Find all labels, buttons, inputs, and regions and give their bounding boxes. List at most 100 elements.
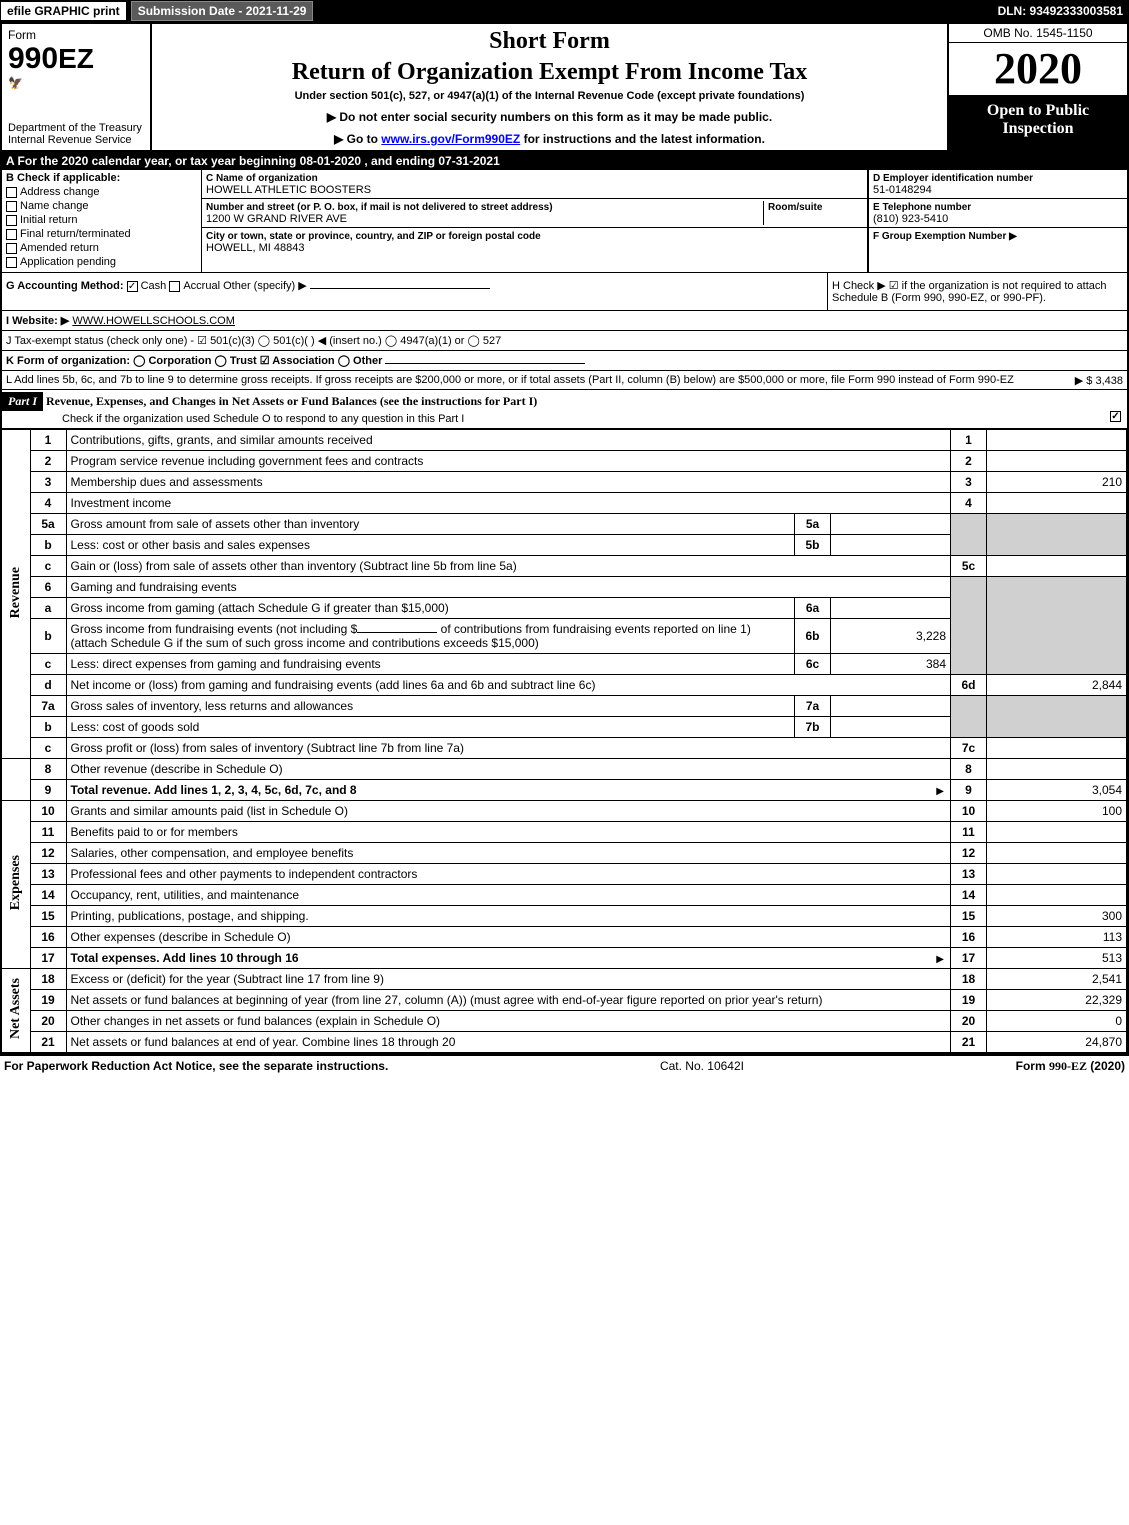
ein-label: D Employer identification number: [873, 173, 1033, 184]
check-cash[interactable]: ✓: [127, 281, 138, 292]
line-18-desc: Excess or (deficit) for the year (Subtra…: [66, 969, 951, 990]
line-4-desc: Investment income: [66, 493, 951, 514]
other-specify-input[interactable]: [310, 288, 490, 289]
line-7b-subvalue: [831, 717, 951, 738]
check-final-return[interactable]: Final return/terminated: [6, 228, 197, 240]
line-2-value: [987, 451, 1127, 472]
expenses-side-label: Expenses: [2, 801, 30, 969]
line-6a-desc: Gross income from gaming (attach Schedul…: [66, 598, 795, 619]
line-9-desc: Total revenue. Add lines 1, 2, 3, 4, 5c,…: [66, 780, 951, 801]
part-1-header: Part I Revenue, Expenses, and Changes in…: [2, 390, 1127, 429]
arrow-icon: [934, 783, 946, 797]
netassets-side-label: Net Assets: [2, 969, 30, 1053]
check-accrual[interactable]: [169, 281, 180, 292]
top-bar: efile GRAPHIC print Submission Date - 20…: [0, 0, 1129, 22]
paperwork-notice: For Paperwork Reduction Act Notice, see …: [4, 1059, 388, 1074]
dln-label: DLN: 93492333003581: [998, 4, 1129, 18]
line-4-value: [987, 493, 1127, 514]
line-16-value: 113: [987, 927, 1127, 948]
omb-number: OMB No. 1545-1150: [949, 24, 1127, 43]
other-org-input[interactable]: [385, 363, 585, 364]
line-6b-desc: Gross income from fundraising events (no…: [66, 619, 795, 654]
header-right: OMB No. 1545-1150 2020 Open to Public In…: [947, 24, 1127, 150]
check-application-pending[interactable]: Application pending: [6, 256, 197, 268]
line-20-desc: Other changes in net assets or fund bala…: [66, 1011, 951, 1032]
line-3-desc: Membership dues and assessments: [66, 472, 951, 493]
line-12-value: [987, 843, 1127, 864]
form-header: Form 990EZ 🦅 Department of the Treasury …: [2, 24, 1127, 152]
line-5b-desc: Less: cost or other basis and sales expe…: [66, 535, 795, 556]
line-6-desc: Gaming and fundraising events: [66, 577, 951, 598]
line-14-desc: Occupancy, rent, utilities, and maintena…: [66, 885, 951, 906]
section-b-header: B Check if applicable:: [6, 172, 197, 184]
check-amended-return[interactable]: Amended return: [6, 242, 197, 254]
line-15-desc: Printing, publications, postage, and shi…: [66, 906, 951, 927]
line-7b-desc: Less: cost of goods sold: [66, 717, 795, 738]
line-8-value: [987, 759, 1127, 780]
check-initial-return[interactable]: Initial return: [6, 214, 197, 226]
cat-number: Cat. No. 10642I: [660, 1059, 744, 1074]
phone-value: (810) 923-5410: [873, 213, 948, 225]
section-l: L Add lines 5b, 6c, and 7b to line 9 to …: [2, 371, 1127, 390]
line-5a-desc: Gross amount from sale of assets other t…: [66, 514, 795, 535]
header-center: Short Form Return of Organization Exempt…: [152, 24, 947, 150]
section-k: K Form of organization: ◯ Corporation ◯ …: [2, 351, 1127, 371]
submission-date-button[interactable]: Submission Date - 2021-11-29: [131, 1, 314, 21]
part-1-label: Part I: [2, 392, 43, 411]
street-value: 1200 W GRAND RIVER AVE: [206, 213, 347, 225]
line-21-desc: Net assets or fund balances at end of ye…: [66, 1032, 951, 1053]
form-title: Return of Organization Exempt From Incom…: [160, 59, 939, 86]
line-1-value: [987, 430, 1127, 451]
section-h: H Check ▶ ☑ if the organization is not r…: [827, 273, 1127, 310]
schedule-o-checkbox[interactable]: ✓: [1110, 411, 1121, 422]
org-name-label: C Name of organization: [206, 173, 318, 184]
line-11-desc: Benefits paid to or for members: [66, 822, 951, 843]
line-13-desc: Professional fees and other payments to …: [66, 864, 951, 885]
line-12-desc: Salaries, other compensation, and employ…: [66, 843, 951, 864]
line-19-value: 22,329: [987, 990, 1127, 1011]
org-name: HOWELL ATHLETIC BOOSTERS: [206, 184, 371, 196]
line-5a-subvalue: [831, 514, 951, 535]
gross-receipts-value: ▶ $ 3,438: [1075, 374, 1123, 387]
efile-button[interactable]: efile GRAPHIC print: [0, 1, 127, 21]
public-inspection: Open to Public Inspection: [949, 96, 1127, 150]
line-7c-desc: Gross profit or (loss) from sales of inv…: [66, 738, 951, 759]
section-gh: G Accounting Method: ✓Cash Accrual Other…: [2, 273, 1127, 311]
line-6a-subvalue: [831, 598, 951, 619]
section-i: I Website: ▶ WWW.HOWELLSCHOOLS.COM: [2, 311, 1127, 331]
line-10-desc: Grants and similar amounts paid (list in…: [66, 801, 951, 822]
line-20-value: 0: [987, 1011, 1127, 1032]
arrow-icon: [934, 951, 946, 965]
line-5c-desc: Gain or (loss) from sale of assets other…: [66, 556, 951, 577]
irs-eagle-icon: 🦅: [8, 76, 23, 90]
part-1-table: Revenue 1 Contributions, gifts, grants, …: [2, 429, 1127, 1053]
check-name-change[interactable]: Name change: [6, 200, 197, 212]
section-def: D Employer identification number 51-0148…: [867, 170, 1127, 272]
street-label: Number and street (or P. O. box, if mail…: [206, 202, 553, 213]
line-17-value: 513: [987, 948, 1127, 969]
check-address-change[interactable]: Address change: [6, 186, 197, 198]
line-6b-contrib-input[interactable]: [357, 632, 437, 633]
line-21-value: 24,870: [987, 1032, 1127, 1053]
line-9-value: 3,054: [987, 780, 1127, 801]
city-label: City or town, state or province, country…: [206, 231, 541, 242]
form-subtitle: Under section 501(c), 527, or 4947(a)(1)…: [160, 90, 939, 102]
irs-link[interactable]: www.irs.gov/Form990EZ: [381, 132, 520, 146]
line-6b-subvalue: 3,228: [831, 619, 951, 654]
city-value: HOWELL, MI 48843: [206, 242, 304, 254]
goto-line: ▶ Go to www.irs.gov/Form990EZ for instru…: [160, 132, 939, 146]
form-label: Form: [8, 28, 144, 42]
line-6d-value: 2,844: [987, 675, 1127, 696]
line-8-desc: Other revenue (describe in Schedule O): [66, 759, 951, 780]
line-11-value: [987, 822, 1127, 843]
line-13-value: [987, 864, 1127, 885]
form-990ez: Form 990EZ 🦅 Department of the Treasury …: [0, 22, 1129, 1055]
part-1-check-note: Check if the organization used Schedule …: [2, 413, 464, 425]
line-1-desc: Contributions, gifts, grants, and simila…: [66, 430, 951, 451]
room-label: Room/suite: [768, 202, 822, 213]
website-value: WWW.HOWELLSCHOOLS.COM: [72, 315, 235, 327]
line-7c-value: [987, 738, 1127, 759]
line-6d-desc: Net income or (loss) from gaming and fun…: [66, 675, 951, 696]
revenue-side-label: Revenue: [2, 430, 30, 759]
line-6c-subvalue: 384: [831, 654, 951, 675]
